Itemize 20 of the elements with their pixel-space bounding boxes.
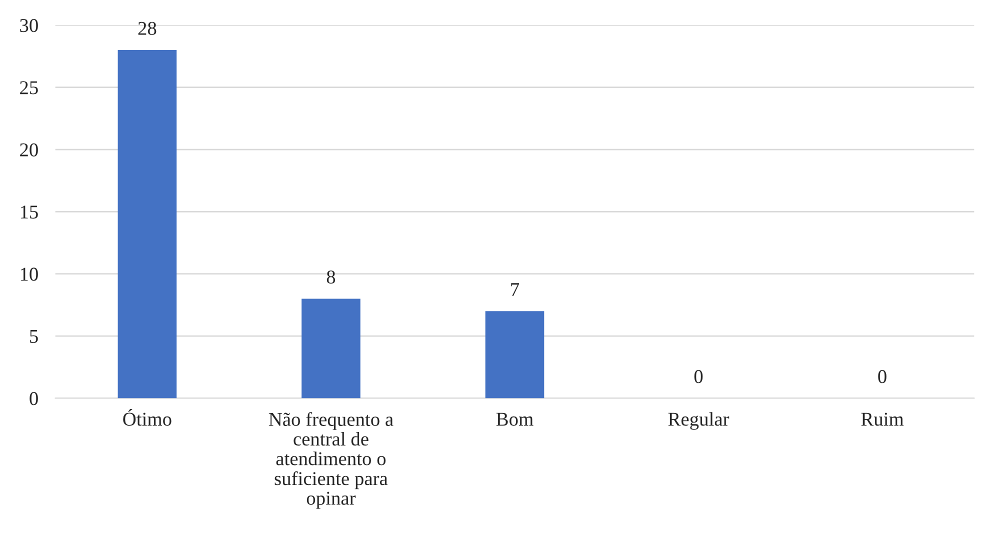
data-label: 8 — [326, 270, 336, 284]
x-tick-label: Bom — [496, 412, 534, 426]
y-tick-label: 10 — [20, 268, 38, 281]
bar — [302, 298, 360, 398]
x-tick-label: Regular — [668, 412, 730, 430]
x-tick-label: Ótimo — [123, 408, 172, 426]
bar — [485, 311, 544, 398]
data-label: 7 — [511, 283, 520, 296]
data-label: 0 — [694, 370, 703, 384]
data-label: 28 — [138, 22, 156, 35]
y-tick-label: 30 — [20, 18, 38, 32]
x-tick-label: Ruim — [861, 412, 904, 426]
x-tick-label: Não frequento a central de atendimento o suficiente para opinar — [268, 412, 394, 509]
y-tick-label: 5 — [30, 330, 38, 343]
bar — [118, 50, 177, 398]
y-tick-label: 20 — [20, 143, 38, 156]
y-tick-label: 25 — [20, 81, 38, 94]
y-tick-label: 0 — [30, 392, 38, 406]
y-tick-label: 15 — [20, 206, 38, 219]
data-label: 0 — [878, 370, 886, 384]
